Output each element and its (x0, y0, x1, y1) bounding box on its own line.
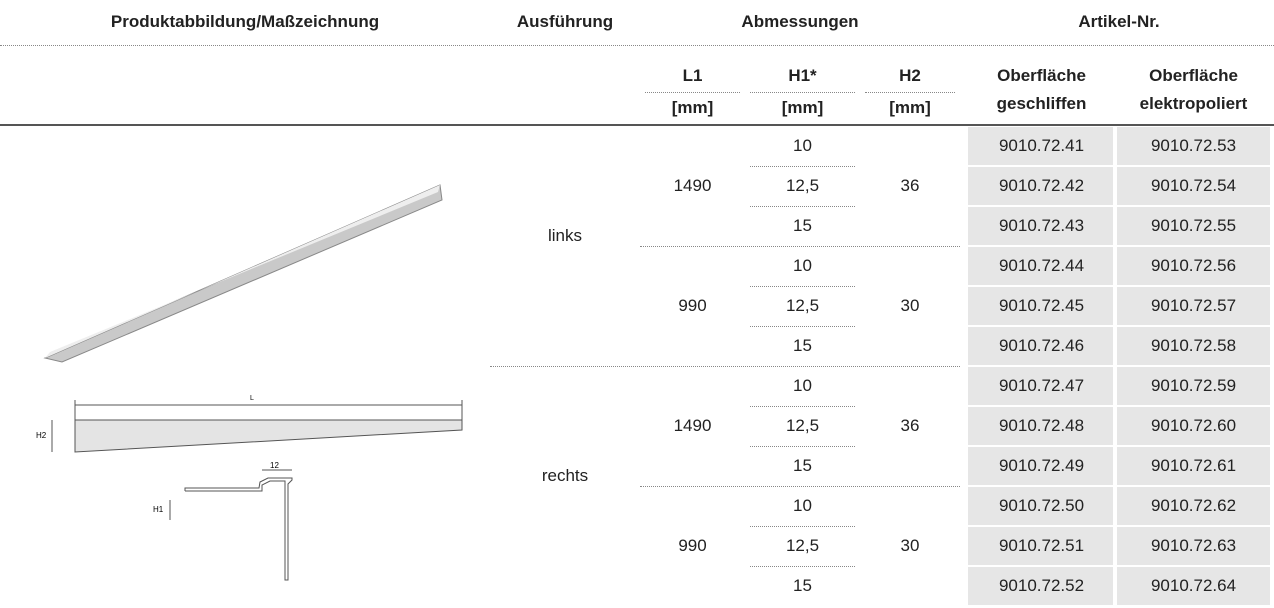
sub-header: elektropoliert (1117, 94, 1270, 114)
cell: 9010.72.62 (1117, 496, 1270, 516)
cell: 9010.72.49 (968, 456, 1115, 476)
dim-label: H2 (36, 431, 47, 440)
cell: 10 (745, 496, 860, 516)
dim-label: L (250, 395, 254, 402)
cell: 9010.72.63 (1117, 536, 1270, 556)
rule (750, 406, 855, 407)
cell: 15 (745, 576, 860, 596)
cell: 9010.72.42 (968, 176, 1115, 196)
cell: 15 (745, 216, 860, 236)
cell: 12,5 (745, 296, 860, 316)
cell: 12,5 (745, 416, 860, 436)
rule (750, 446, 855, 447)
rule (750, 92, 855, 93)
cell: 30 (860, 536, 960, 556)
cell: 9010.72.50 (968, 496, 1115, 516)
rule (640, 486, 960, 487)
cell: 9010.72.52 (968, 576, 1115, 596)
cell: 30 (860, 296, 960, 316)
cell: 36 (860, 416, 960, 436)
cell: 990 (640, 296, 745, 316)
sub-header: Oberfläche (1117, 66, 1270, 86)
cell: 15 (745, 456, 860, 476)
cell: 990 (640, 536, 745, 556)
cell: 1490 (640, 416, 745, 436)
cell: 15 (745, 336, 860, 356)
rule (490, 366, 960, 367)
cell: rechts (490, 466, 640, 486)
cell: 36 (860, 176, 960, 196)
cell: 10 (745, 136, 860, 156)
rule (750, 206, 855, 207)
cell: 9010.72.59 (1117, 376, 1270, 396)
cell: 9010.72.46 (968, 336, 1115, 356)
rule (750, 286, 855, 287)
header-cell: Produktabbildung/Maßzeichnung (0, 12, 490, 32)
unit: [mm] (745, 98, 860, 118)
cell: 12,5 (745, 536, 860, 556)
unit: [mm] (860, 98, 960, 118)
header-cell: Artikel-Nr. (968, 12, 1270, 32)
rule (750, 566, 855, 567)
cell: 1490 (640, 176, 745, 196)
rule (0, 124, 1274, 126)
cell: 9010.72.48 (968, 416, 1115, 436)
profile-edge (45, 185, 440, 358)
rule (645, 92, 740, 93)
cell: 9010.72.60 (1117, 416, 1270, 436)
product-drawing: L H2 12 H1 (0, 0, 490, 608)
rule (750, 326, 855, 327)
side-view (75, 420, 462, 452)
cell: 9010.72.53 (1117, 136, 1270, 156)
cell: 9010.72.54 (1117, 176, 1270, 196)
cell: 9010.72.41 (968, 136, 1115, 156)
sub-header: Oberfläche (968, 66, 1115, 86)
cell: 9010.72.58 (1117, 336, 1270, 356)
cell: 9010.72.44 (968, 256, 1115, 276)
rule (750, 526, 855, 527)
cell: 10 (745, 256, 860, 276)
rule (0, 45, 1274, 46)
cell: 9010.72.56 (1117, 256, 1270, 276)
cell: 9010.72.43 (968, 216, 1115, 236)
header-cell: Ausführung (490, 12, 640, 32)
dim-label: H1 (153, 505, 164, 514)
unit: [mm] (640, 98, 745, 118)
rule (640, 246, 960, 247)
cell: links (490, 226, 640, 246)
cell: 9010.72.45 (968, 296, 1115, 316)
cross-section (185, 478, 292, 580)
sub-header: geschliffen (968, 94, 1115, 114)
cell: 12,5 (745, 176, 860, 196)
cell: 10 (745, 376, 860, 396)
rule (865, 92, 955, 93)
cell: 9010.72.47 (968, 376, 1115, 396)
sub-header: H1* (745, 66, 860, 86)
cell: 9010.72.61 (1117, 456, 1270, 476)
cell: 9010.72.55 (1117, 216, 1270, 236)
header-cell: Abmessungen (640, 12, 960, 32)
sub-header: L1 (640, 66, 745, 86)
page: L H2 12 H1 (() => { const data = JSON.pa… (0, 0, 1274, 608)
sub-header: H2 (860, 66, 960, 86)
cell: 9010.72.57 (1117, 296, 1270, 316)
cell: 9010.72.64 (1117, 576, 1270, 596)
cell: 9010.72.51 (968, 536, 1115, 556)
rule (750, 166, 855, 167)
dim-label: 12 (270, 461, 279, 470)
